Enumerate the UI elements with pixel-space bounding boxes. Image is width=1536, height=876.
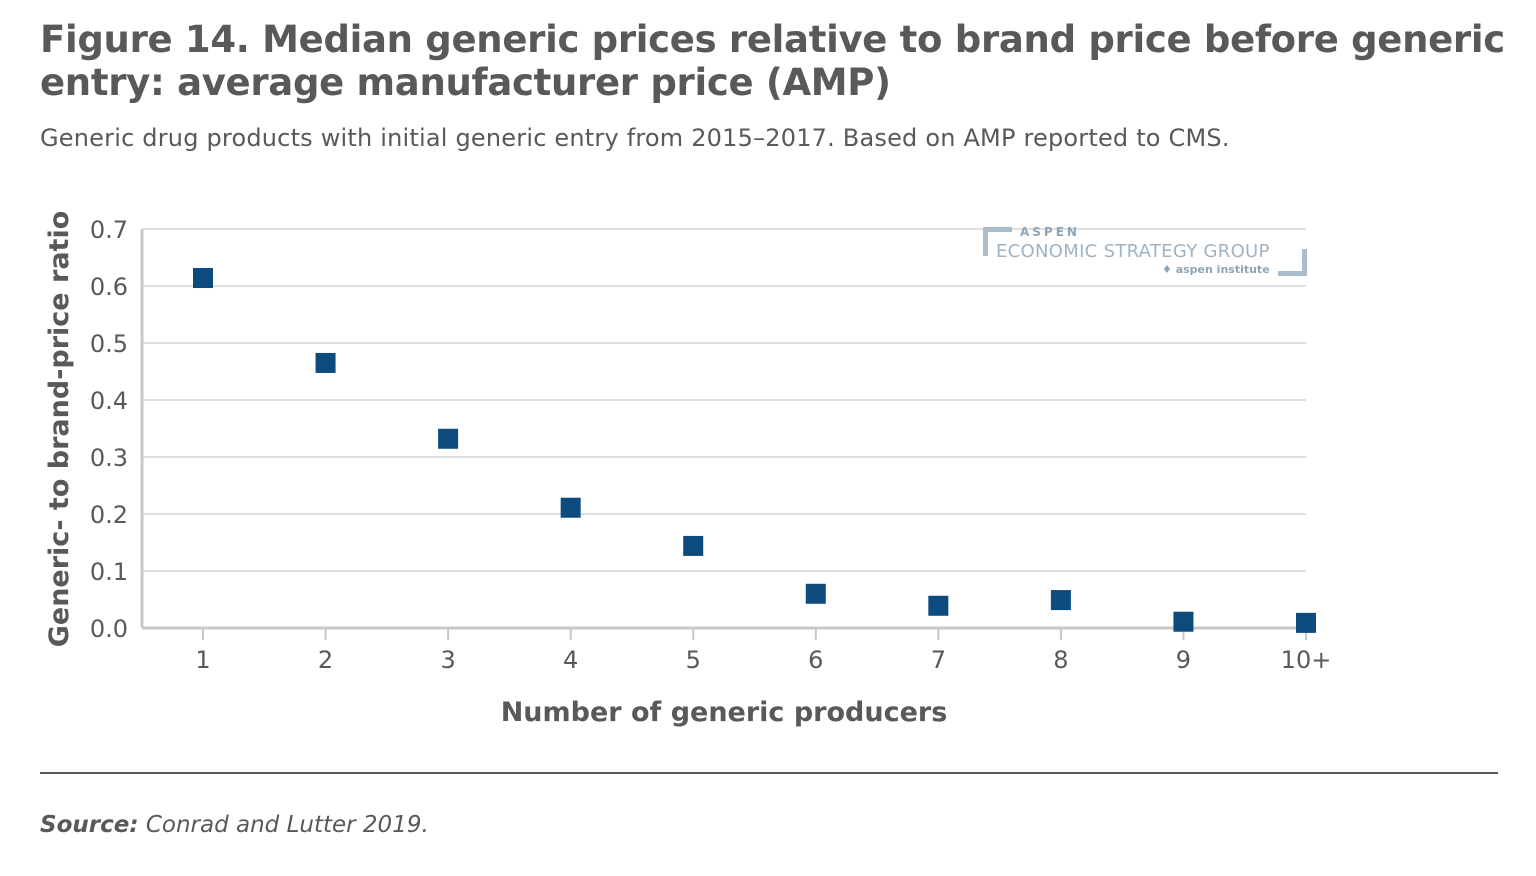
x-tick-label: 8 (1053, 646, 1068, 674)
x-tick-label: 7 (931, 646, 946, 674)
source-text: Conrad and Lutter 2019. (145, 812, 429, 838)
y-tick-label: 0.6 (90, 273, 128, 301)
source-label: Source: (40, 812, 139, 838)
data-point (928, 595, 949, 616)
x-tick-label: 6 (808, 646, 823, 674)
x-tick-label: 4 (563, 646, 578, 674)
data-point (193, 268, 213, 289)
x-tick-label: 10+ (1281, 646, 1332, 674)
logo-bracket-left (983, 227, 1012, 256)
data-point (1296, 612, 1316, 633)
y-tick-label: 0.5 (90, 330, 128, 358)
y-tick-label: 0.0 (90, 615, 128, 643)
logo-esg: ECONOMIC STRATEGY GROUP (996, 241, 1270, 262)
source-note: Source: Conrad and Lutter 2019. (40, 812, 429, 838)
logo-ai-text: aspen institute (1175, 263, 1270, 276)
data-point (438, 428, 459, 449)
y-axis-label: Generic- to brand-price ratio (44, 211, 75, 648)
aspen-logo: ASPEN ECONOMIC STRATEGY GROUP ♦ aspen in… (980, 225, 1310, 280)
x-tick-label: 5 (686, 646, 701, 674)
data-point (315, 352, 336, 373)
x-tick-label: 2 (318, 646, 333, 674)
logo-bracket-right (1278, 249, 1307, 276)
y-tick-label: 0.2 (90, 501, 128, 529)
x-tick-label: 9 (1176, 646, 1191, 674)
y-tick-label: 0.3 (90, 444, 128, 472)
data-point (1173, 611, 1194, 632)
y-tick-label: 0.1 (90, 558, 128, 586)
data-point (1050, 590, 1071, 611)
scatter-chart: 0.0 0.1 0.2 0.3 0.4 0.5 0.6 0.7 1 2 3 4 5 6 7 8 9 10+ Ge… (44, 211, 1332, 728)
data-point (805, 583, 826, 604)
logo-aspen-institute: ♦ aspen institute (1162, 263, 1270, 276)
footer-rule (40, 772, 1498, 774)
y-tick-label: 0.7 (90, 216, 128, 244)
x-axis-label: Number of generic producers (501, 697, 948, 728)
chart-title: Figure 14. Median generic prices relativ… (40, 18, 1505, 104)
data-point (683, 535, 704, 556)
x-tick-label: 3 (440, 646, 455, 674)
chart-subtitle: Generic drug products with initial gener… (40, 124, 1230, 152)
data-point (560, 497, 581, 518)
x-tick-label: 1 (195, 646, 210, 674)
y-tick-label: 0.4 (90, 387, 128, 415)
logo-aspen: ASPEN (1020, 225, 1080, 239)
